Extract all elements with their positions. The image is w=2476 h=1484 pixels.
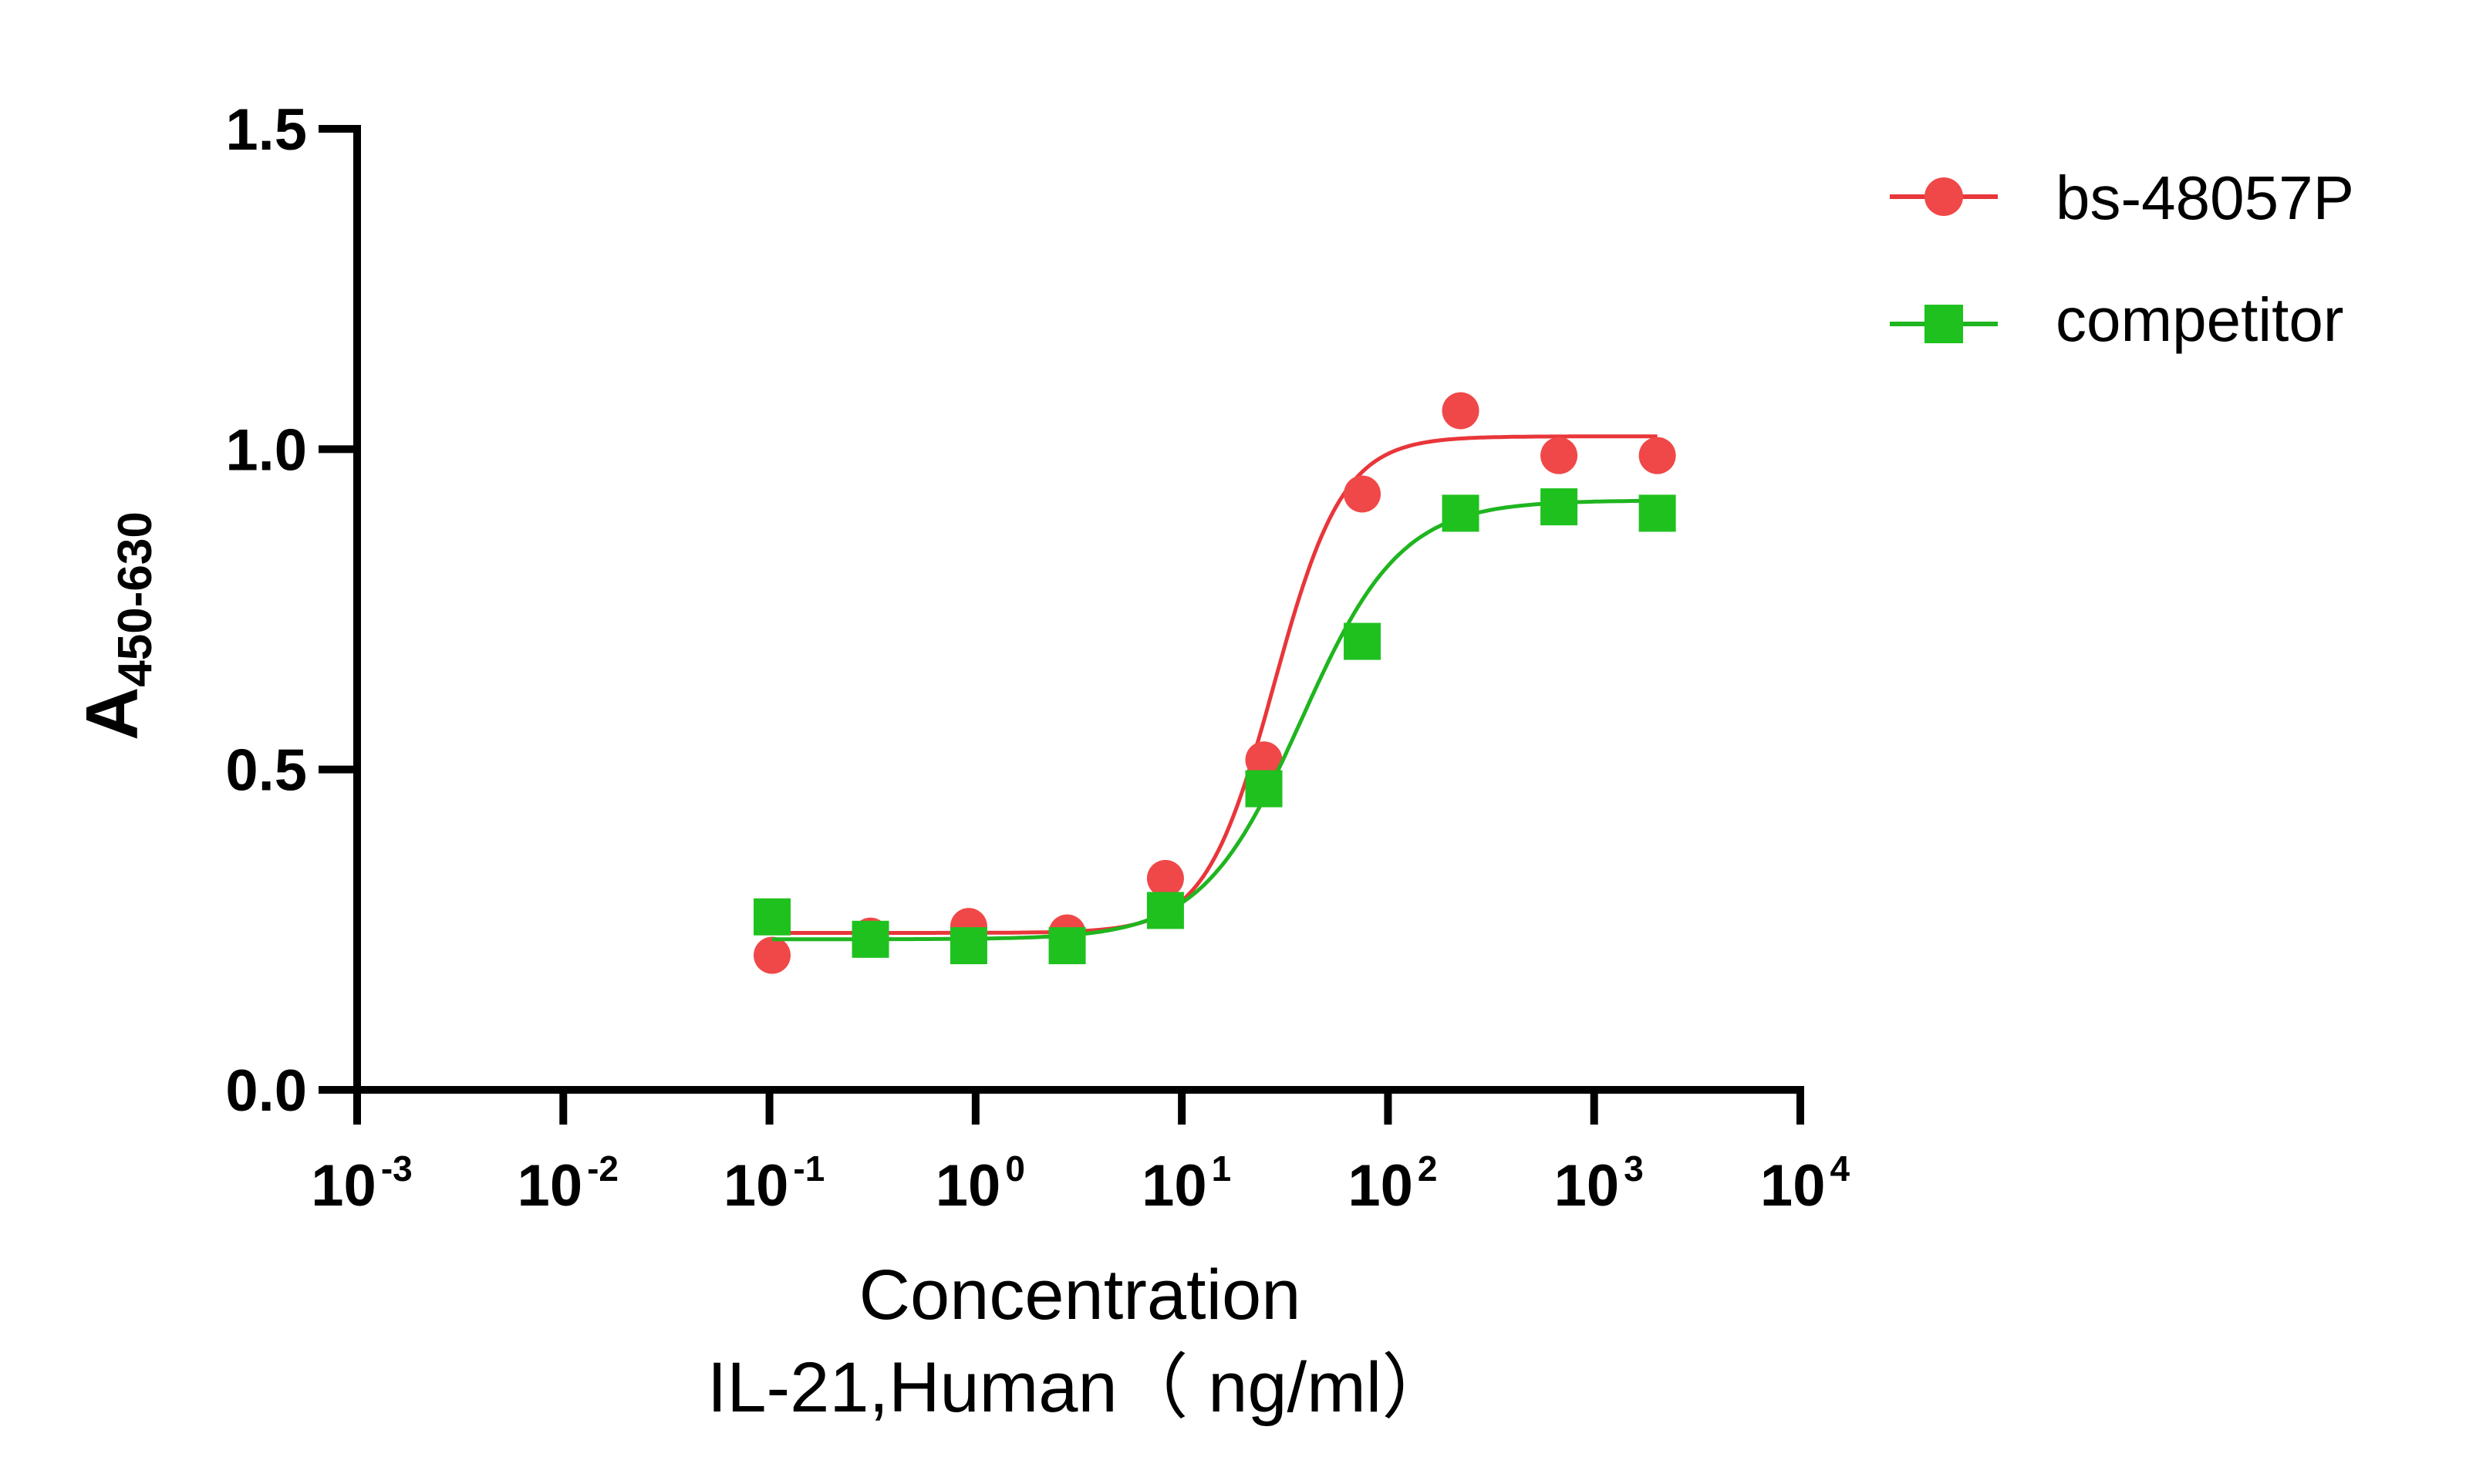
y-axis-label-subscript: 450-630: [109, 511, 162, 687]
x-tick-label: 10 1: [1142, 1148, 1231, 1219]
fit-curve-bs-48057P: [772, 434, 1658, 935]
x-ticks: 10 -3 10 -2 10 -1 10 0 10 1 10 2 10 3 10 4: [311, 1090, 1850, 1219]
legend-marker-circle: [1924, 177, 1963, 216]
legend-item-competitor: competitor: [1890, 285, 2343, 354]
legend-label-bs-48057P: bs-48057P: [2056, 164, 2354, 232]
x-tick-label: 10 -1: [724, 1148, 825, 1219]
x-tick-base: 10: [1554, 1153, 1620, 1219]
x-tick-exponent: 0: [1005, 1148, 1025, 1189]
data-point: [1245, 741, 1283, 779]
data-point: [1442, 392, 1479, 430]
x-tick-label: 10 -3: [311, 1148, 412, 1219]
data-point: [1442, 494, 1479, 532]
x-tick-exponent: 3: [1624, 1148, 1644, 1189]
data-point: [1638, 494, 1676, 532]
x-tick-base: 10: [1760, 1153, 1826, 1219]
y-axis-label: A450-630: [71, 511, 162, 740]
legend-item-bs-48057P: bs-48057P: [1890, 164, 2354, 232]
data-point: [1344, 475, 1381, 513]
x-tick-exponent: 2: [1418, 1148, 1438, 1189]
x-tick-label: 10 -2: [518, 1148, 619, 1219]
x-tick-exponent: -1: [793, 1148, 825, 1189]
x-tick-base: 10: [518, 1153, 583, 1219]
x-tick-exponent: -3: [381, 1148, 413, 1189]
fit-curve-competitor: [772, 498, 1658, 942]
x-tick-label: 10 3: [1554, 1148, 1644, 1219]
y-axis-label-main: A: [71, 687, 153, 740]
data-point: [1540, 437, 1578, 474]
data-point: [1146, 859, 1184, 897]
data-point: [1146, 892, 1184, 929]
legend: bs-48057P competitor: [1890, 164, 2354, 354]
series-layer: [754, 392, 1676, 974]
x-tick-base: 10: [724, 1153, 789, 1219]
series-bs-48057P: [754, 392, 1676, 974]
x-axis-label-line1: Concentration: [859, 1256, 1301, 1334]
x-tick-base: 10: [1348, 1153, 1413, 1219]
data-point: [1540, 488, 1578, 526]
x-tick-label: 10 4: [1760, 1148, 1850, 1219]
data-point: [950, 927, 987, 965]
x-tick-exponent: -2: [587, 1148, 619, 1189]
data-point: [1344, 622, 1381, 660]
y-tick-label: 1.5: [225, 97, 307, 163]
data-point: [1638, 437, 1676, 474]
legend-marker-square: [1924, 305, 1963, 343]
series-competitor: [754, 488, 1676, 965]
data-point: [1048, 927, 1086, 965]
x-tick-base: 10: [936, 1153, 1001, 1219]
y-tick-label: 1.0: [225, 417, 307, 483]
x-axis-label-line2: IL-21,Human（ ng/ml）: [707, 1348, 1452, 1427]
x-tick-label: 10 2: [1348, 1148, 1437, 1219]
legend-label-competitor: competitor: [2056, 285, 2343, 354]
x-tick-exponent: 1: [1212, 1148, 1232, 1189]
data-point: [754, 936, 791, 974]
x-tick-label: 10 0: [936, 1148, 1025, 1219]
x-tick-base: 10: [311, 1153, 376, 1219]
data-point: [754, 898, 791, 936]
x-tick-exponent: 4: [1830, 1148, 1850, 1189]
data-point: [852, 920, 889, 958]
axes: [353, 125, 1804, 1094]
x-tick-base: 10: [1142, 1153, 1207, 1219]
y-tick-label: 0.5: [225, 738, 307, 804]
y-ticks: 0.0 0.5 1.0 1.5: [225, 97, 357, 1124]
data-point: [1245, 770, 1283, 808]
y-tick-label: 0.0: [225, 1058, 307, 1124]
